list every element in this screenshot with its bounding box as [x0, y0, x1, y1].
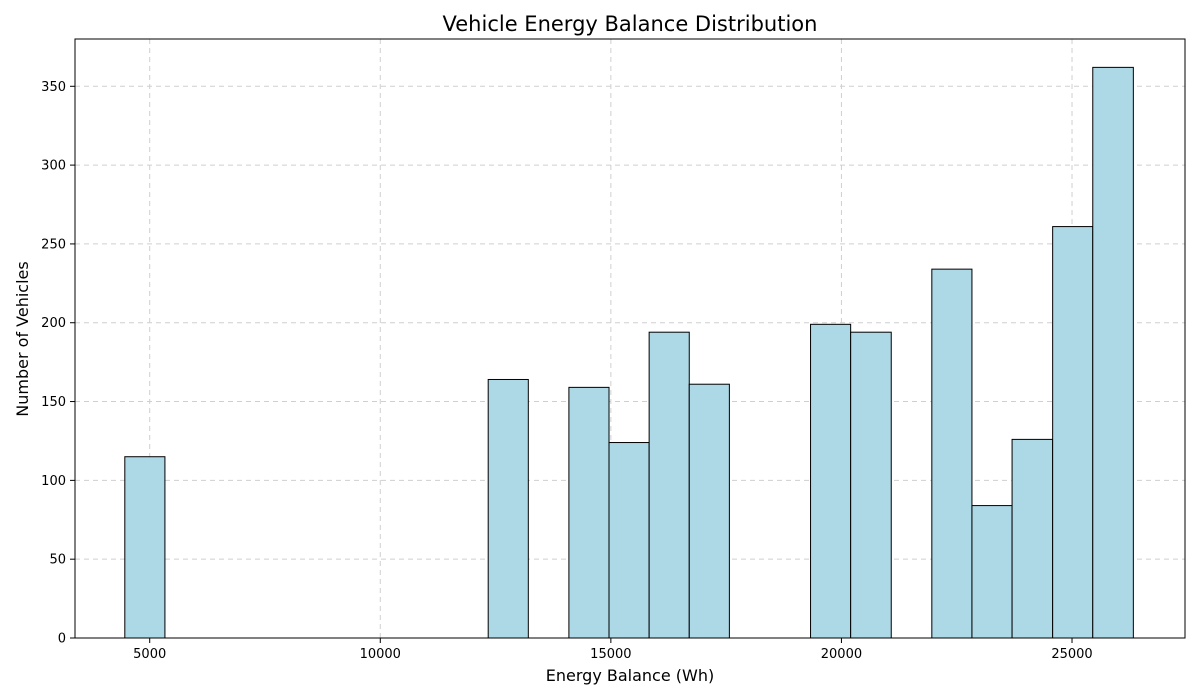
y-tick-label: 50: [49, 553, 66, 568]
chart-title: Vehicle Energy Balance Distribution: [443, 12, 818, 36]
x-tick-label: 25000: [1051, 647, 1092, 662]
x-axis-label: Energy Balance (Wh): [546, 666, 714, 685]
y-tick-label: 200: [41, 316, 66, 331]
bar-layer: [124, 66, 1134, 639]
y-tick-label: 150: [41, 395, 66, 410]
histogram-bar: [568, 386, 610, 639]
histogram-bar: [608, 442, 650, 639]
histogram-bar: [1011, 438, 1054, 639]
histogram-bar: [850, 331, 892, 639]
x-tick-label: 5000: [133, 647, 166, 662]
y-tick-label: 100: [41, 474, 66, 489]
tick-layer: 5000 10000 15000 20000 25000 0 50 100 150 200 250 3…: [41, 80, 1093, 662]
histogram-bar: [648, 331, 690, 639]
y-tick-label: 350: [41, 80, 66, 95]
histogram-bar: [1092, 66, 1134, 639]
y-tick-label: 250: [41, 237, 66, 252]
x-tick-label: 15000: [590, 647, 631, 662]
x-tick-label: 10000: [360, 647, 401, 662]
y-axis-label: Number of Vehicles: [13, 261, 32, 416]
y-tick-label: 0: [58, 632, 66, 647]
plot-frame: [74, 38, 1186, 639]
x-tick-label: 20000: [821, 647, 862, 662]
y-tick-label: 300: [41, 159, 66, 174]
histogram-bar: [124, 456, 166, 639]
histogram-bar: [1052, 226, 1094, 639]
histogram-bar: [931, 268, 973, 639]
histogram-bar: [810, 323, 852, 639]
histogram-bar: [487, 378, 529, 639]
histogram-bar: [971, 505, 1013, 639]
histogram-bar: [688, 383, 730, 639]
